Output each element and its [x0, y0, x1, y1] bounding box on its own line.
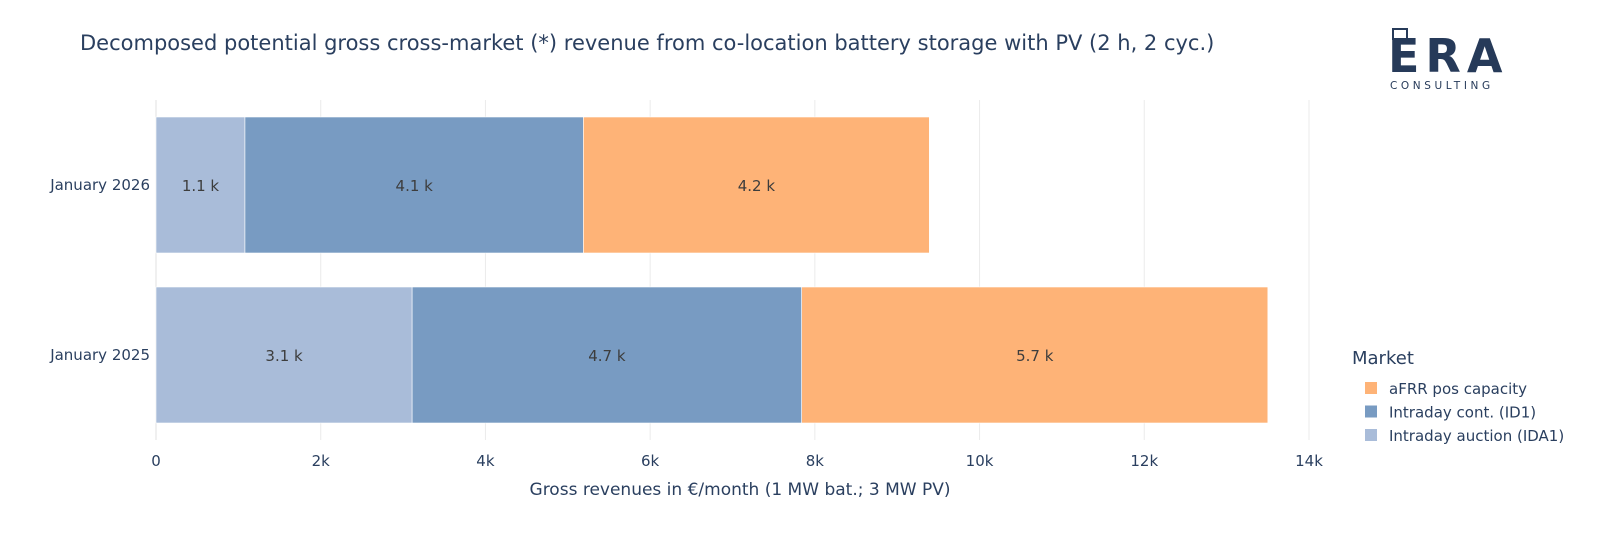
logo-frame-accent — [1392, 28, 1408, 40]
x-tick-label: 14k — [1295, 452, 1323, 470]
x-axis-title: Gross revenues in €/month (1 MW bat.; 3 … — [530, 480, 951, 500]
x-tick-label: 10k — [966, 452, 994, 470]
y-axis-ticks: January 2026 January 2025 — [49, 176, 150, 364]
y-tick-label: January 2025 — [49, 346, 150, 364]
bar-value-label: 4.2 k — [738, 177, 776, 195]
bar-segment — [583, 116, 930, 254]
x-tick-label: 12k — [1130, 452, 1158, 470]
bar-segment — [411, 286, 802, 424]
x-tick-label: 0 — [151, 452, 161, 470]
x-tick-label: 4k — [476, 452, 495, 470]
legend-item-label: aFRR pos capacity — [1389, 380, 1527, 398]
bar-value-label: 4.7 k — [588, 347, 626, 365]
bar-segment — [244, 116, 584, 254]
bar-value-label: 5.7 k — [1016, 347, 1054, 365]
legend-swatch — [1365, 382, 1377, 394]
legend-item-label: Intraday cont. (ID1) — [1389, 404, 1536, 422]
bar-segment — [155, 116, 246, 254]
bars: 1.1 k 4.1 k 4.2 k 3.1 k 4.7 k 5.7 k — [155, 116, 1269, 424]
bar-value-label: 1.1 k — [182, 177, 220, 195]
legend-swatch — [1365, 429, 1377, 441]
logo-subtitle: CONSULTING — [1390, 80, 1494, 92]
bar-value-label: 3.1 k — [265, 347, 303, 365]
y-tick-label: January 2026 — [49, 176, 150, 194]
bar-value-label: 4.1 k — [396, 177, 434, 195]
bar-segment — [801, 286, 1269, 424]
x-tick-label: 8k — [806, 452, 825, 470]
legend-swatch — [1365, 405, 1377, 418]
chart-title: Decomposed potential gross cross-market … — [80, 31, 1214, 55]
legend-title: Market — [1352, 348, 1414, 369]
x-tick-label: 6k — [641, 452, 660, 470]
x-tick-label: 2k — [312, 452, 331, 470]
bar-segment — [155, 286, 413, 424]
logo: ERA CONSULTING — [1388, 28, 1502, 92]
x-axis-ticks: 0 2k 4k 6k 8k 10k 12k 14k — [151, 452, 1323, 470]
legend: Market aFRR pos capacity Intraday cont. (… — [1352, 348, 1564, 445]
legend-item-label: Intraday auction (IDA1) — [1389, 427, 1564, 445]
